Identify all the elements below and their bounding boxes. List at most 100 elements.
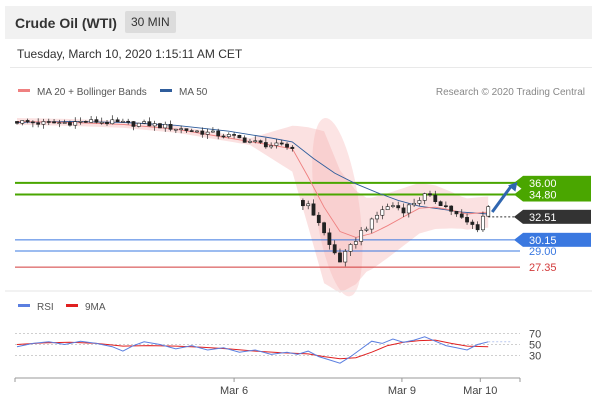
candle-down bbox=[285, 143, 289, 148]
candle-up bbox=[78, 121, 83, 123]
candle-up bbox=[163, 123, 168, 129]
level-badge-bg bbox=[523, 209, 591, 224]
candle-down bbox=[25, 120, 30, 123]
x-tick-label: Mar 10 bbox=[463, 385, 497, 397]
level-badge-36.00: 36.00 bbox=[514, 175, 591, 190]
candle-up bbox=[364, 228, 369, 231]
candle-down bbox=[290, 146, 295, 149]
rsi-line bbox=[16, 336, 489, 364]
level-badge-30.15: 30.15 bbox=[514, 232, 591, 247]
candle-up bbox=[142, 121, 146, 124]
candle-up bbox=[120, 120, 125, 123]
candle-down bbox=[168, 123, 173, 130]
legend-swatch-ma50 bbox=[160, 89, 172, 92]
candle-up bbox=[369, 218, 374, 230]
rsi-9ma-line bbox=[16, 339, 489, 360]
candle-up bbox=[422, 193, 427, 201]
candle-up bbox=[391, 205, 395, 207]
candle-down bbox=[30, 121, 35, 124]
candle-down bbox=[263, 142, 268, 148]
candle-up bbox=[406, 204, 411, 214]
candle-down bbox=[279, 142, 284, 145]
candle-up bbox=[417, 200, 422, 204]
level-label-29.00: 29.00 bbox=[529, 246, 557, 258]
candle-down bbox=[147, 121, 152, 127]
legend-label-ma50: MA 50 bbox=[179, 87, 208, 98]
candle-up bbox=[99, 121, 104, 124]
candle-down bbox=[428, 193, 432, 196]
candle-down bbox=[216, 130, 221, 137]
candle-down bbox=[433, 194, 438, 203]
level-badge-32.51: 32.51 bbox=[514, 209, 591, 224]
candle-down bbox=[396, 205, 401, 209]
candle-up bbox=[136, 122, 141, 127]
level-badge-bg bbox=[523, 175, 591, 190]
candle-down bbox=[131, 121, 136, 127]
candle-up bbox=[359, 230, 364, 242]
candle-up bbox=[253, 140, 258, 143]
candle-up bbox=[481, 215, 485, 231]
timeframe-badge[interactable]: 30 MIN bbox=[125, 11, 176, 33]
candle-down bbox=[258, 140, 263, 143]
candle-down bbox=[465, 217, 469, 223]
candle-up bbox=[412, 202, 417, 206]
level-badge-bg bbox=[523, 187, 591, 202]
level-label-32.51: 32.51 bbox=[529, 212, 557, 224]
candle-up bbox=[152, 123, 157, 127]
candle-up bbox=[195, 130, 199, 133]
candle-down bbox=[454, 210, 459, 215]
forecast-arrow-shaft bbox=[491, 184, 513, 213]
candle-down bbox=[105, 121, 109, 125]
candle-down bbox=[401, 207, 406, 214]
candle-down bbox=[449, 205, 454, 212]
candle-down bbox=[470, 221, 475, 225]
candle-up bbox=[57, 122, 62, 124]
candle-up bbox=[380, 209, 385, 216]
candle-up bbox=[226, 134, 231, 137]
level-label-30.15: 30.15 bbox=[529, 235, 557, 247]
candle-up bbox=[306, 203, 311, 207]
candle-down bbox=[443, 205, 448, 207]
candle-down bbox=[237, 134, 242, 139]
candle-up bbox=[179, 128, 184, 130]
header-divider bbox=[10, 67, 592, 68]
candle-up bbox=[211, 130, 215, 133]
candle-down bbox=[322, 222, 326, 234]
candle-down bbox=[200, 130, 205, 135]
candle-up bbox=[353, 241, 358, 245]
instrument-title: Crude Oil (WTI) bbox=[15, 15, 117, 31]
candle-down bbox=[316, 214, 321, 224]
candle-down bbox=[115, 119, 120, 123]
level-badge-arrow bbox=[514, 187, 523, 202]
legend-swatch-ma20 bbox=[18, 89, 30, 92]
candle-up bbox=[248, 140, 252, 143]
candle-down bbox=[158, 123, 162, 129]
candle-up bbox=[62, 122, 67, 124]
candle-down bbox=[36, 122, 41, 125]
candle-down bbox=[232, 134, 236, 136]
legend-swatch-rsi bbox=[18, 304, 30, 307]
legend-label-rsi: RSI bbox=[37, 302, 54, 313]
legend-swatch-9ma bbox=[66, 304, 78, 307]
candle-up bbox=[269, 145, 274, 148]
candle-up bbox=[486, 206, 491, 217]
candle-down bbox=[52, 121, 56, 124]
legend-label-ma20: MA 20 + Bollinger Bands bbox=[37, 87, 147, 98]
level-badge-arrow bbox=[514, 175, 523, 190]
level-badge-bg bbox=[523, 232, 591, 247]
candle-down bbox=[184, 128, 189, 131]
candle-down bbox=[311, 203, 316, 216]
legend-label-9ma: 9MA bbox=[85, 302, 106, 313]
candle-up bbox=[348, 244, 353, 252]
candle-down bbox=[242, 137, 247, 143]
candle-down bbox=[301, 200, 305, 207]
level-badge-arrow bbox=[514, 232, 523, 247]
level-label-27.35: 27.35 bbox=[529, 262, 557, 274]
candle-down bbox=[459, 213, 464, 218]
candle-up bbox=[274, 142, 279, 146]
ma20-line bbox=[16, 120, 489, 238]
candle-up bbox=[73, 121, 78, 126]
